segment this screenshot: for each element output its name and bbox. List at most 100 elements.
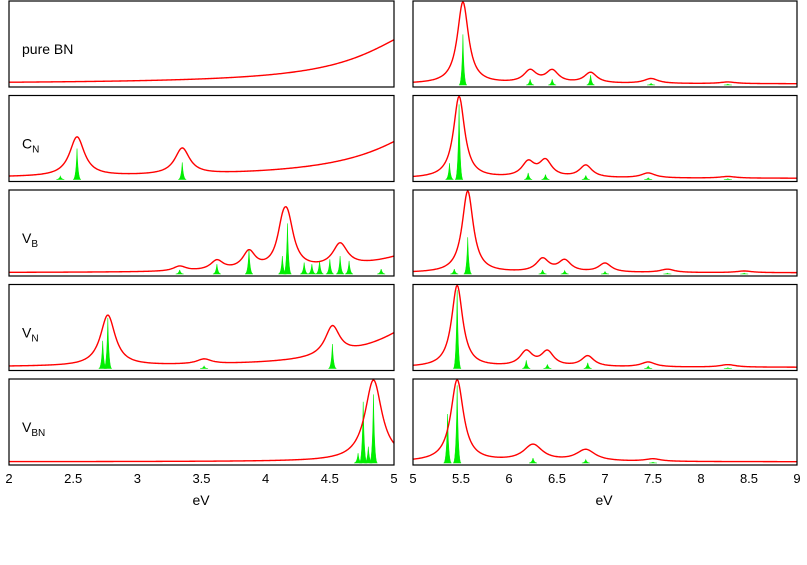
right-plot-area: [413, 284, 797, 369]
panel-label-sub: N: [31, 334, 38, 345]
right-broadened-curve: [413, 1, 797, 85]
right-broadened-curve: [413, 284, 797, 368]
right-stick-peak: [463, 237, 473, 275]
left-x-tick-label: 2.5: [64, 471, 82, 486]
left-stick-peak: [212, 264, 221, 275]
left-x-tick-label: 4: [262, 471, 269, 486]
right-x-tick-label: 5: [409, 471, 416, 486]
left-x-tick-label: 3: [134, 471, 141, 486]
left-x-tick-label: 5: [390, 471, 397, 486]
right-x-tick-label: 9: [793, 471, 800, 486]
right-stick-peak: [543, 364, 552, 369]
left-stick-peak: [335, 256, 345, 275]
x-axis-label-right: eV: [595, 492, 613, 508]
left-stick-peak: [200, 365, 209, 369]
right-stick-peak: [644, 365, 653, 369]
right-panel-frame: [412, 378, 798, 466]
right-broadened-curve: [413, 379, 797, 463]
left-stick-peak: [377, 269, 386, 275]
right-stick-peak: [452, 290, 462, 369]
left-stick-peak: [364, 446, 373, 464]
right-panel-frame: [412, 189, 798, 277]
left-plot-area: [9, 39, 394, 83]
left-stick-peak: [369, 394, 378, 464]
left-broadened-curve: [9, 379, 394, 463]
panel-label: CN: [22, 136, 39, 156]
right-stick-peak: [723, 83, 732, 86]
left-panel-frame: [8, 94, 395, 183]
right-stick-peak: [560, 269, 569, 275]
left-broadened-curve: [9, 314, 394, 367]
left-stick-peak: [103, 317, 113, 369]
right-stick-peak: [528, 458, 538, 464]
right-stick-peak: [644, 177, 653, 180]
right-stick-peak: [522, 360, 531, 369]
right-plot-area: [413, 190, 797, 275]
panel-label: VBN: [22, 419, 45, 439]
left-stick-peak: [98, 340, 107, 369]
right-stick-peak: [723, 178, 732, 180]
right-stick-peak: [454, 104, 464, 180]
right-x-tick-label: 5.5: [452, 471, 470, 486]
right-stick-peak: [583, 362, 592, 369]
right-broadened-curve: [413, 190, 797, 274]
panel-label-main: V: [22, 230, 32, 246]
right-panel-frame: [412, 94, 798, 183]
left-broadened-curve: [9, 206, 394, 274]
right-stick-peak: [548, 79, 557, 86]
panel-label-main: C: [22, 136, 32, 152]
right-stick-peak: [458, 34, 468, 86]
panel-row: VN: [8, 283, 798, 372]
left-stick-peak: [307, 264, 316, 275]
left-stick-peak: [328, 343, 337, 369]
left-panel-frame: [8, 283, 395, 372]
left-plot-area: [9, 136, 394, 180]
right-x-tick-label: 6: [505, 471, 512, 486]
panel-row: VBN: [8, 378, 798, 466]
left-panel-frame: [8, 378, 395, 466]
right-stick-peak: [600, 270, 610, 275]
left-stick-peak: [283, 223, 292, 275]
right-stick-peak: [524, 172, 533, 180]
left-panel-frame: [8, 0, 395, 88]
right-stick-peak: [538, 269, 547, 275]
left-x-tick-label: 3.5: [192, 471, 210, 486]
panel-label-main: pure BN: [22, 41, 73, 57]
left-x-tick-label: 4.5: [321, 471, 339, 486]
panel-label: VN: [22, 325, 39, 345]
right-stick-peak: [581, 458, 590, 464]
left-stick-peak: [315, 260, 324, 275]
right-stick-peak: [445, 163, 454, 180]
left-plot-area: [9, 379, 394, 464]
right-x-tick-label: 7: [601, 471, 608, 486]
right-stick-peak: [443, 413, 452, 464]
left-stick-peak: [325, 259, 334, 275]
left-stick-peak: [354, 453, 363, 464]
right-stick-peak: [581, 175, 590, 180]
right-stick-peak: [526, 79, 535, 86]
right-plot-area: [413, 379, 797, 464]
left-stick-peak: [300, 262, 309, 275]
panel-label-main: V: [22, 325, 32, 341]
left-stick-peak: [345, 260, 354, 275]
left-broadened-curve: [9, 39, 394, 83]
right-x-tick-label: 8.5: [740, 471, 758, 486]
panel-label: pure BN: [22, 41, 73, 57]
left-x-tick-label: 2: [5, 471, 12, 486]
right-panel-frame: [412, 0, 798, 88]
panel-row: pure BN: [8, 0, 798, 88]
panel-row: VB: [8, 189, 798, 277]
right-stick-peak: [586, 75, 595, 86]
panel-label-sub: N: [32, 145, 39, 156]
right-stick-peak: [647, 82, 656, 86]
left-broadened-curve: [9, 136, 394, 177]
left-panel-frame: [8, 189, 395, 277]
right-x-tick-label: 8: [697, 471, 704, 486]
panel-label: VB: [22, 230, 38, 250]
right-broadened-curve: [413, 95, 797, 179]
right-stick-peak: [648, 461, 658, 464]
right-x-tick-label: 6.5: [548, 471, 566, 486]
x-axis-label-left: eV: [192, 492, 210, 508]
